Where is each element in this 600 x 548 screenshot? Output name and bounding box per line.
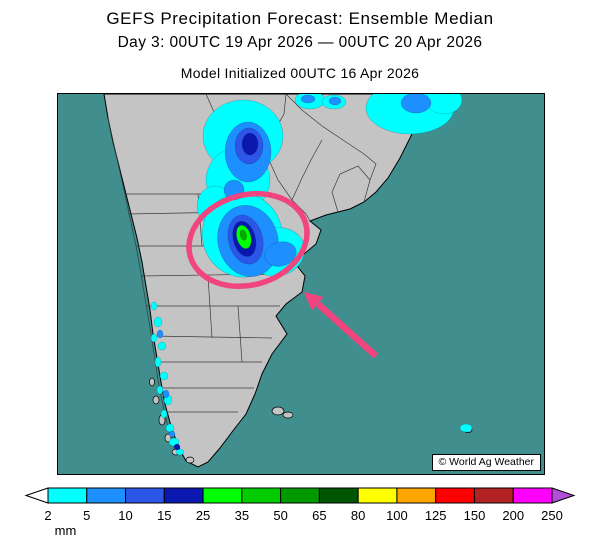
colorbar-segment <box>241 487 282 504</box>
colorbar-tick-label: 200 <box>502 508 524 523</box>
coastal-islands <box>149 377 473 464</box>
colorbar-tick-label: 150 <box>464 508 486 523</box>
annotation-arrow <box>304 292 379 359</box>
colorbar-tick-label: 50 <box>273 508 287 523</box>
colorbar-segment <box>163 487 204 504</box>
colorbar-over-arrow <box>551 487 576 504</box>
colorbar-tick-label: 125 <box>425 508 447 523</box>
valid-period-subtitle: Day 3: 00UTC 19 Apr 2026 — 00UTC 20 Apr … <box>117 34 483 51</box>
colorbar-segment <box>86 487 127 504</box>
precip-layer <box>150 94 473 456</box>
colorbar-tick-label: 25 <box>196 508 210 523</box>
colorbar-segment <box>202 487 243 504</box>
colorbar-tick-label: 250 <box>541 508 563 523</box>
colorbar-segment <box>435 487 475 504</box>
colorbar-tick-label: 2 <box>44 508 51 523</box>
colorbar-segment <box>125 487 165 504</box>
watermark: © World Ag Weather <box>431 454 541 471</box>
colorbar-unit-label: mm <box>55 523 77 538</box>
colorbar-segment <box>396 487 437 504</box>
header: GEFS Precipitation Forecast: Ensemble Me… <box>0 0 600 81</box>
colorbar-segment <box>512 487 553 504</box>
colorbar-tick-label: 80 <box>351 508 365 523</box>
page-title: GEFS Precipitation Forecast: Ensemble Me… <box>106 9 494 28</box>
colorbar-under-arrow <box>24 487 49 504</box>
model-init-line: Model Initialized 00UTC 16 Apr 2026 <box>180 65 420 81</box>
forecast-map: © World Ag Weather <box>57 93 545 475</box>
colorbar-tick-label: 10 <box>118 508 132 523</box>
colorbar-tick-label: 35 <box>235 508 249 523</box>
colorbar-segment <box>47 487 88 504</box>
highlight-oval <box>186 190 310 290</box>
colorbar-tick-label: 15 <box>157 508 171 523</box>
colorbar-tick-label: 5 <box>83 508 90 523</box>
islands-east <box>271 406 285 416</box>
colorbar-segment <box>318 487 359 504</box>
colorbar-tick-label: 65 <box>312 508 326 523</box>
colorbar-tick-label: 100 <box>386 508 408 523</box>
colorbar-segment <box>280 487 320 504</box>
colorbar-segment <box>473 487 514 504</box>
map-svg <box>103 94 473 468</box>
colorbar-segment <box>357 487 398 504</box>
precip-35mm <box>239 229 247 241</box>
